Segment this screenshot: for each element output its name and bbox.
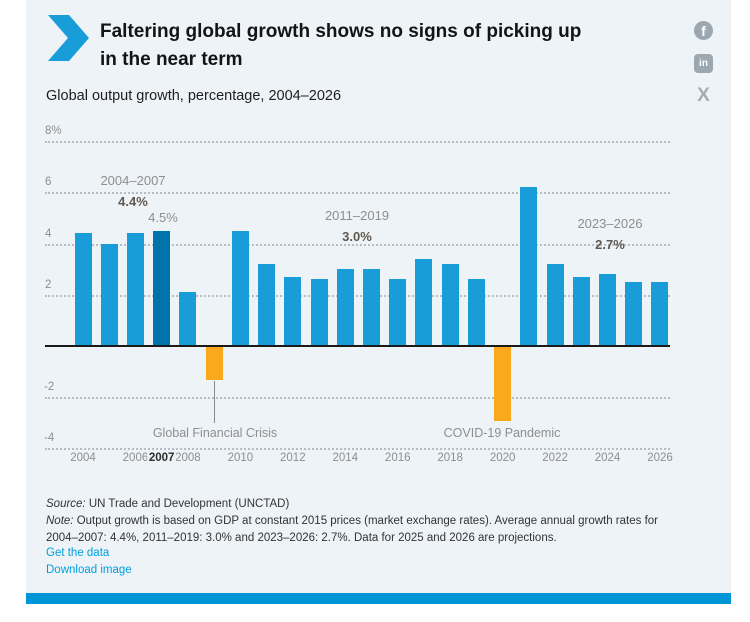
title-line-1: Faltering global growth shows no signs o… <box>100 21 582 42</box>
x-axis-label-2008: 2008 <box>175 452 201 464</box>
bar-2013 <box>310 279 328 346</box>
bar-2019 <box>467 279 485 346</box>
gridline-8 <box>45 141 670 144</box>
source-label: Source: <box>46 498 86 510</box>
y-axis-label-2: 2 <box>45 278 52 291</box>
gridline-4 <box>45 243 670 246</box>
x-axis-label-2018: 2018 <box>437 452 463 464</box>
bar-2018 <box>441 264 459 346</box>
gridline-6 <box>45 192 670 195</box>
footer-accent-bar <box>26 593 731 604</box>
annotation-range: 2004–2007 <box>100 173 166 188</box>
annotation-rate: 2.7% <box>595 237 625 252</box>
y-axis-label--4: -4 <box>44 432 55 445</box>
linkedin-share-icon[interactable]: in <box>694 54 713 73</box>
x-axis-label-highlight-2007: 2007 <box>146 452 177 464</box>
page-title: Faltering global growth shows no signs o… <box>100 18 660 74</box>
bar-2020 <box>494 347 512 422</box>
event-callout-line-1 <box>214 381 215 423</box>
bar-2026 <box>651 282 669 346</box>
x-axis-label-2026: 2026 <box>647 452 673 464</box>
bar-2011 <box>258 264 276 346</box>
bar-2007 <box>153 230 171 346</box>
bar-2010 <box>231 230 249 346</box>
x-share-icon[interactable]: X <box>694 84 713 106</box>
note-label: Note: <box>46 515 74 527</box>
bar-2022 <box>546 264 564 346</box>
x-axis-label-2020: 2020 <box>489 452 516 464</box>
event-label-1: Global Financial Crisis <box>152 426 278 440</box>
y-axis-label-4: 4 <box>45 227 52 240</box>
x-axis-label-2010: 2010 <box>227 452 254 464</box>
annotation-range: 2023–2026 <box>577 216 643 231</box>
x-axis-label-2012: 2012 <box>280 452 306 464</box>
bar-2015 <box>362 269 380 346</box>
x-axis-label-2004: 2004 <box>70 452 96 464</box>
source-line: Source: UN Trade and Development (UNCTAD… <box>46 496 736 513</box>
x-axis-label-2024: 2024 <box>594 452 621 464</box>
y-axis-label-8: 8% <box>45 125 62 138</box>
footer-notes: Source: UN Trade and Development (UNCTAD… <box>46 496 736 547</box>
x-glyph: X <box>697 84 710 106</box>
x-axis-label-2016: 2016 <box>384 452 411 464</box>
bar-2012 <box>284 276 302 346</box>
chevron-right-icon <box>48 15 89 61</box>
title-line-2: in the near term <box>100 49 243 70</box>
annotation-rate: 3.0% <box>342 229 372 244</box>
bar-2008 <box>179 292 197 346</box>
bar-2017 <box>415 258 433 346</box>
bar-2014 <box>336 269 354 346</box>
note-text-2: 2004–2007: 4.4%, 2011–2019: 3.0% and 202… <box>46 532 557 544</box>
event-label-2: COVID-19 Pandemic <box>443 426 561 440</box>
gridline-2 <box>45 294 670 297</box>
note-line: Note: Output growth is based on GDP at c… <box>46 513 736 547</box>
annotation-period-1: 2004–2007 4.4% <box>63 170 203 212</box>
y-axis-label--2: -2 <box>44 381 55 394</box>
x-axis-label-2006: 2006 <box>122 452 149 464</box>
bar-2004 <box>74 233 92 346</box>
gridline--2 <box>45 397 670 400</box>
x-axis-label-2014: 2014 <box>332 452 359 464</box>
annotation-period-2: 2011–2019 3.0% <box>287 205 427 247</box>
bar-2006 <box>126 233 144 346</box>
x-axis-label-2022: 2022 <box>542 452 568 464</box>
source-text: UN Trade and Development (UNCTAD) <box>85 498 290 510</box>
chart-subtitle: Global output growth, percentage, 2004–2… <box>46 88 342 104</box>
annotation-rate: 4.4% <box>118 194 148 209</box>
facebook-glyph: f <box>701 22 706 39</box>
bar-2009 <box>205 347 223 381</box>
linkedin-glyph: in <box>699 58 708 69</box>
bar-2021 <box>520 187 538 346</box>
note-text-1: Output growth is based on GDP at constan… <box>73 515 658 527</box>
annotation-range: 2011–2019 <box>324 208 390 223</box>
gridline--4 <box>45 448 670 451</box>
bar-2023 <box>572 276 590 346</box>
get-the-data-link[interactable]: Get the data <box>46 547 110 559</box>
bar-2025 <box>625 282 643 346</box>
download-image-link[interactable]: Download image <box>46 564 132 576</box>
annotation-period-3: 2023–2026 2.7% <box>540 213 680 255</box>
bar-2005 <box>100 243 118 346</box>
bar-2016 <box>389 279 407 346</box>
facebook-share-icon[interactable]: f <box>694 21 713 40</box>
point-label-2007: 4.5% <box>148 210 178 225</box>
x-axis-zero-line <box>45 345 670 347</box>
y-axis-label-6: 6 <box>45 176 52 189</box>
bar-2024 <box>599 274 617 346</box>
